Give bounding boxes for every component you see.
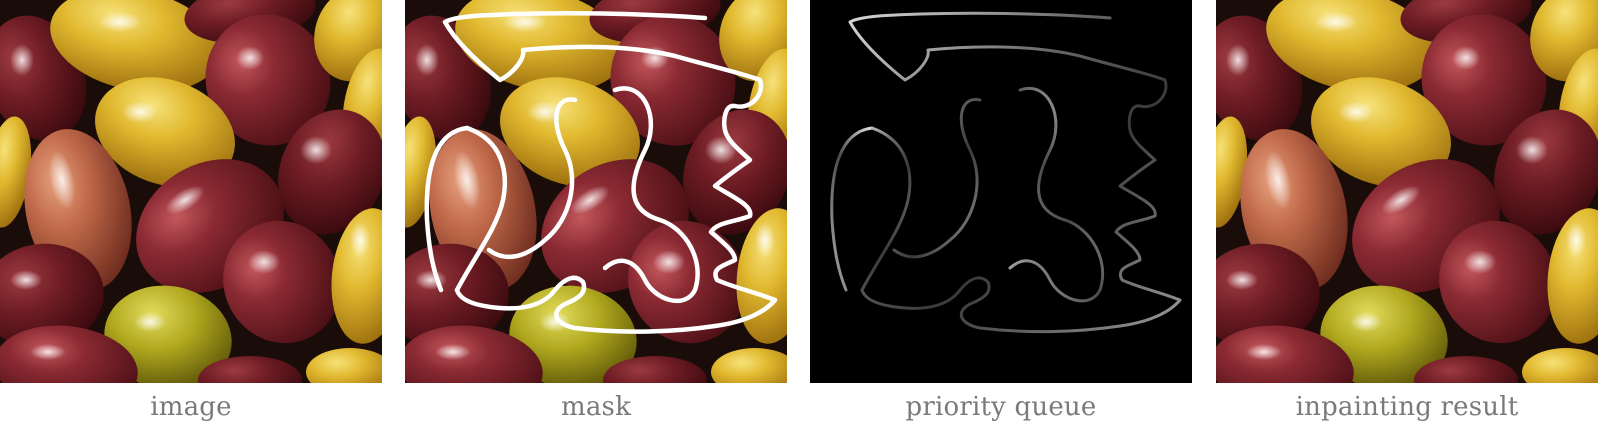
priority-queue-visualization (810, 0, 1192, 383)
olive-photo-graphic (0, 0, 382, 383)
caption-priority-queue: priority queue (905, 392, 1097, 422)
panel-mask: mask (405, 0, 787, 425)
masked-photo-graphic (405, 0, 787, 383)
inpainted-photo (1216, 0, 1598, 383)
caption-mask: mask (560, 392, 632, 422)
masked-photo (405, 0, 787, 383)
inpainted-photo-graphic (1216, 0, 1598, 383)
panel-priority-queue: priority queue (810, 0, 1192, 425)
panel-image: image (0, 0, 382, 425)
olive-photo (0, 0, 382, 383)
priority-queue-graphic (810, 0, 1192, 383)
caption-image: image (150, 392, 232, 422)
panel-inpainting-result: inpainting result (1216, 0, 1598, 425)
caption-inpainting-result: inpainting result (1295, 392, 1519, 422)
